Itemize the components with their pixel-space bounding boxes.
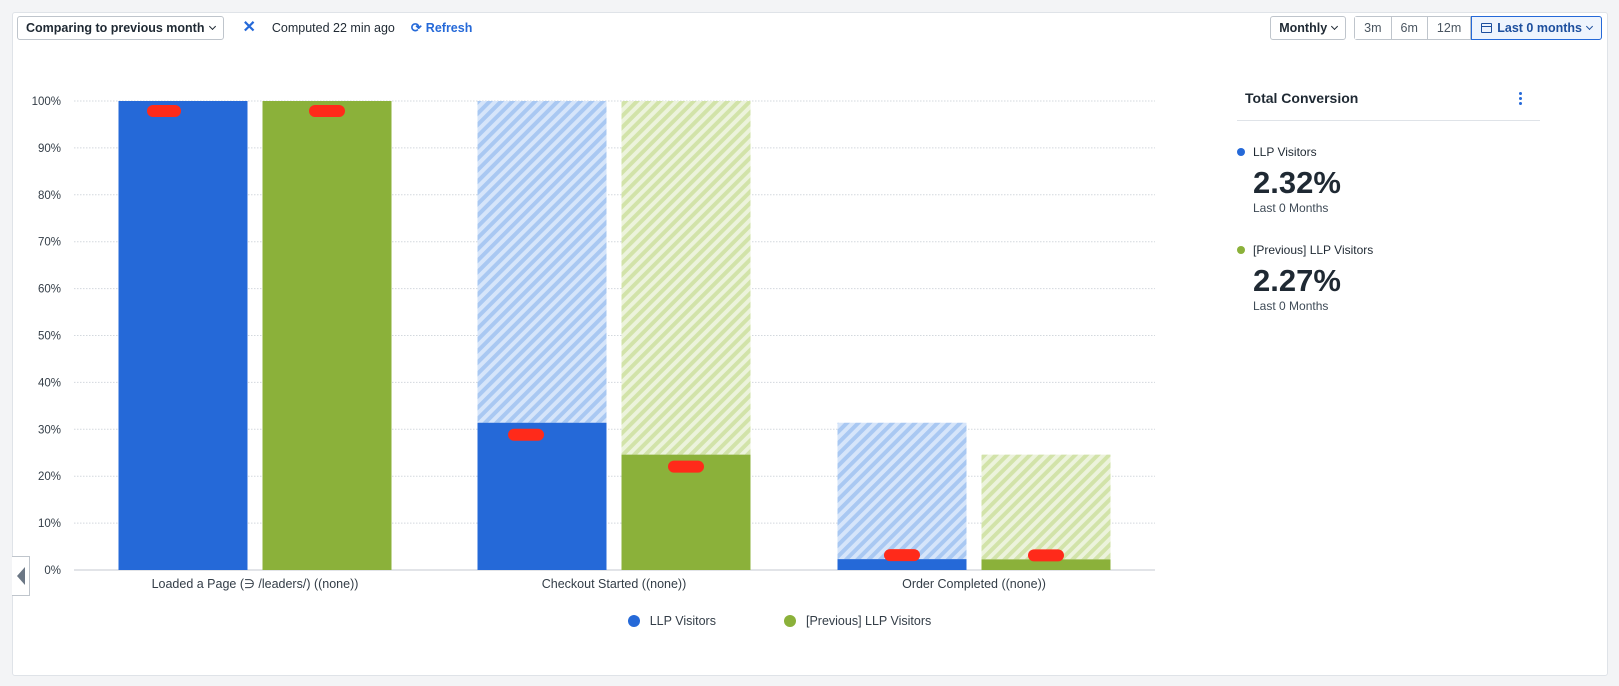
metric-name-row: LLP Visitors — [1237, 145, 1540, 159]
dropoff-bar-current[interactable] — [837, 422, 967, 560]
refresh-icon: ⟳ — [410, 20, 422, 35]
compare-label: Comparing to previous month — [26, 21, 205, 35]
total-conversion-panel: Total Conversion LLP Visitors 2.32% Last… — [1237, 84, 1540, 313]
dropoff-bar-previous[interactable] — [621, 101, 751, 455]
metric-current: LLP Visitors 2.32% Last 0 Months — [1237, 145, 1540, 215]
metric-previous: [Previous] LLP Visitors 2.27% Last 0 Mon… — [1237, 243, 1540, 313]
metric-name-previous: [Previous] LLP Visitors — [1253, 243, 1374, 257]
bar-previous[interactable] — [262, 101, 392, 570]
computed-status: Computed 22 min ago — [271, 21, 395, 35]
range-12m-button[interactable]: 12m — [1427, 17, 1472, 39]
side-panel-header: Total Conversion — [1237, 84, 1540, 121]
calendar-icon — [1481, 23, 1493, 33]
y-tick-label: 40% — [38, 377, 61, 389]
compare-dropdown[interactable]: Comparing to previous month — [17, 16, 225, 40]
bar-current[interactable] — [837, 559, 967, 570]
redacted-value-label — [1028, 549, 1064, 562]
collapse-handle[interactable] — [12, 556, 30, 596]
x-category-label: Loaded a Page (∋ /leaders/) ((none)) — [152, 577, 359, 591]
metric-value-current: 2.32% — [1253, 165, 1341, 200]
range-3m-button[interactable]: 3m — [1355, 17, 1392, 39]
metric-dot-current — [1237, 148, 1245, 156]
y-tick-label: 80% — [38, 190, 61, 202]
x-category-label: Order Completed ((none)) — [902, 577, 1046, 591]
redacted-value-label — [147, 105, 181, 117]
refresh-label: Refresh — [425, 21, 473, 35]
y-tick-label: 70% — [38, 237, 61, 249]
close-icon[interactable]: ✕ — [242, 19, 256, 36]
y-tick-label: 20% — [38, 471, 61, 483]
y-tick-label: 30% — [38, 424, 61, 436]
metric-name-current: LLP Visitors — [1253, 145, 1317, 159]
redacted-value-label — [668, 460, 704, 473]
range-6m-button[interactable]: 6m — [1391, 17, 1428, 39]
toolbar-right: Monthly 3m 6m 12m Last 0 months — [1270, 16, 1602, 40]
legend-dot-previous — [783, 615, 796, 627]
dropoff-bar-previous[interactable] — [981, 454, 1111, 560]
legend-item-previous[interactable]: [Previous] LLP Visitors — [783, 614, 932, 628]
legend-label-current: LLP Visitors — [649, 614, 716, 628]
side-panel-title: Total Conversion — [1245, 90, 1359, 106]
caret-left-icon — [16, 567, 25, 585]
interval-dropdown[interactable]: Monthly — [1270, 16, 1347, 40]
interval-label: Monthly — [1279, 21, 1328, 35]
custom-range-label: Last 0 months — [1497, 21, 1582, 35]
bar-current[interactable] — [118, 101, 248, 570]
more-options-icon[interactable] — [1512, 91, 1528, 105]
metric-sub-previous: Last 0 Months — [1253, 299, 1329, 313]
chart-legend: LLP Visitors [Previous] LLP Visitors — [0, 614, 1619, 628]
range-selector: 3m 6m 12m Last 0 months — [1354, 16, 1602, 40]
y-tick-label: 60% — [38, 284, 61, 296]
toolbar-left: Comparing to previous month ✕ Computed 2… — [17, 16, 472, 40]
legend-item-current[interactable]: LLP Visitors — [627, 614, 716, 628]
y-tick-label: 50% — [38, 331, 61, 343]
bar-current[interactable] — [477, 422, 607, 570]
refresh-button[interactable]: ⟳ Refresh — [411, 20, 472, 36]
x-category-label: Checkout Started ((none)) — [542, 577, 687, 591]
legend-label-previous: [Previous] LLP Visitors — [805, 614, 932, 628]
y-tick-label: 10% — [38, 518, 61, 530]
bar-previous[interactable] — [981, 559, 1111, 570]
redacted-value-label — [884, 549, 920, 562]
y-tick-label: 90% — [38, 143, 61, 155]
metric-name-row: [Previous] LLP Visitors — [1237, 243, 1540, 257]
legend-dot-current — [627, 615, 640, 627]
redacted-value-label — [309, 105, 345, 117]
y-tick-label: 100% — [32, 96, 61, 108]
metric-value-previous: 2.27% — [1253, 263, 1341, 298]
redacted-value-label — [508, 428, 544, 441]
custom-range-dropdown[interactable]: Last 0 months — [1471, 16, 1602, 40]
metric-dot-previous — [1237, 246, 1245, 254]
dropoff-bar-current[interactable] — [477, 101, 607, 423]
metric-sub-current: Last 0 Months — [1253, 201, 1329, 215]
bar-previous[interactable] — [621, 454, 751, 570]
y-tick-label: 0% — [44, 565, 61, 577]
